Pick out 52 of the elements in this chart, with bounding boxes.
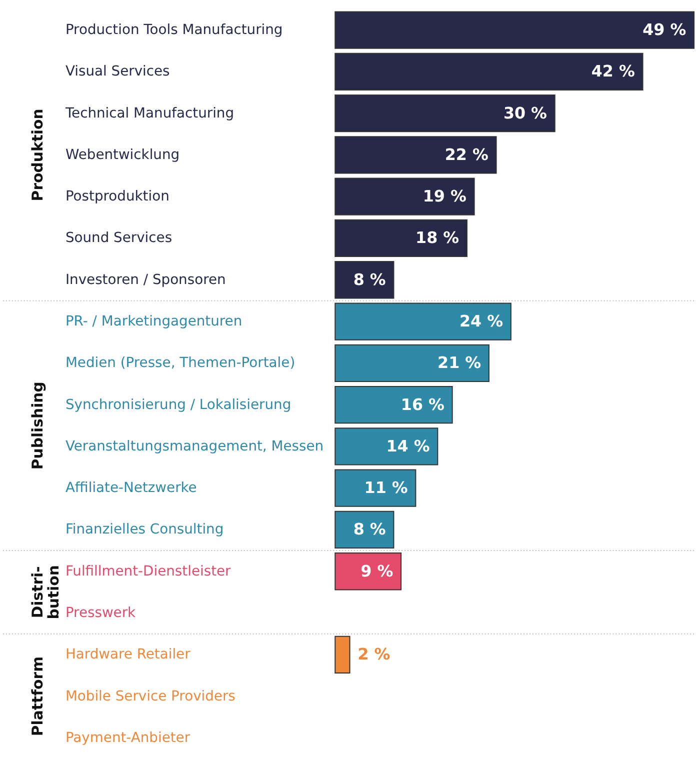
y-tick-label: Investoren / Sponsoren: [65, 272, 226, 288]
data-label: 11 %: [364, 478, 408, 498]
data-label: 9 %: [360, 561, 394, 580]
y-tick-label: Medien (Presse, Themen-Portale): [65, 355, 296, 372]
data-label: 2 %: [358, 644, 390, 664]
y-tick-label: Visual Services: [65, 64, 170, 80]
data-label: 19 %: [422, 186, 466, 206]
data-label: 21 %: [438, 353, 482, 372]
y-tick-label: Postproduktion: [65, 188, 170, 205]
bar: [334, 302, 512, 340]
bar: [334, 219, 468, 258]
y-tick-label: Synchronisierung / Lokalisierung: [65, 396, 292, 413]
data-label: 16 %: [400, 394, 444, 414]
y-tick-label: Webentwicklung: [65, 146, 180, 163]
y-tick-label: Production Tools Manufacturing: [65, 22, 283, 38]
data-label: 18 %: [416, 228, 460, 248]
text: Produktion: [28, 108, 47, 202]
data-label: 22 %: [444, 144, 488, 164]
y-tick-label: Finanzielles Consulting: [65, 522, 224, 538]
data-label: 30 %: [503, 103, 548, 122]
bar: [334, 469, 416, 507]
bar: [334, 94, 556, 132]
y-tick-label: Payment-Anbieter: [65, 730, 190, 746]
y-tick-label: Hardware Retailer: [65, 646, 191, 663]
y-tick-label: Fulfillment-Dienstleister: [65, 563, 232, 580]
data-label: 14 %: [386, 436, 430, 456]
data-label: 8 %: [353, 270, 386, 289]
text: Publishing: [28, 382, 47, 470]
data-label: 42 %: [591, 62, 635, 81]
bar: [334, 178, 475, 216]
bar: [334, 344, 490, 382]
y-tick-label: Technical Manufacturing: [64, 105, 234, 122]
bar: [334, 136, 497, 174]
bar: [334, 552, 402, 590]
data-label: 8 %: [353, 520, 386, 539]
bar: [334, 52, 644, 90]
y-tick-label: Presswerk: [65, 604, 136, 621]
data-label: 24 %: [460, 311, 504, 330]
bar: [334, 428, 438, 466]
y-tick-label: PR- / Marketingagenturen: [65, 313, 242, 330]
text: Distri-bution: [28, 565, 62, 620]
bar: [334, 11, 695, 49]
y-tick-label: Sound Services: [65, 230, 172, 246]
y-tick-label: Veranstaltungsmanagement, Messen: [65, 438, 324, 454]
bar: [334, 261, 394, 299]
bar: [334, 510, 394, 549]
text: Plattform: [28, 656, 47, 736]
bar: [334, 386, 453, 424]
y-tick-label: Mobile Service Providers: [65, 688, 236, 704]
y-tick-label: Affiliate-Netzwerke: [65, 480, 197, 496]
data-label: 49 %: [642, 20, 686, 39]
bar: [334, 636, 350, 674]
